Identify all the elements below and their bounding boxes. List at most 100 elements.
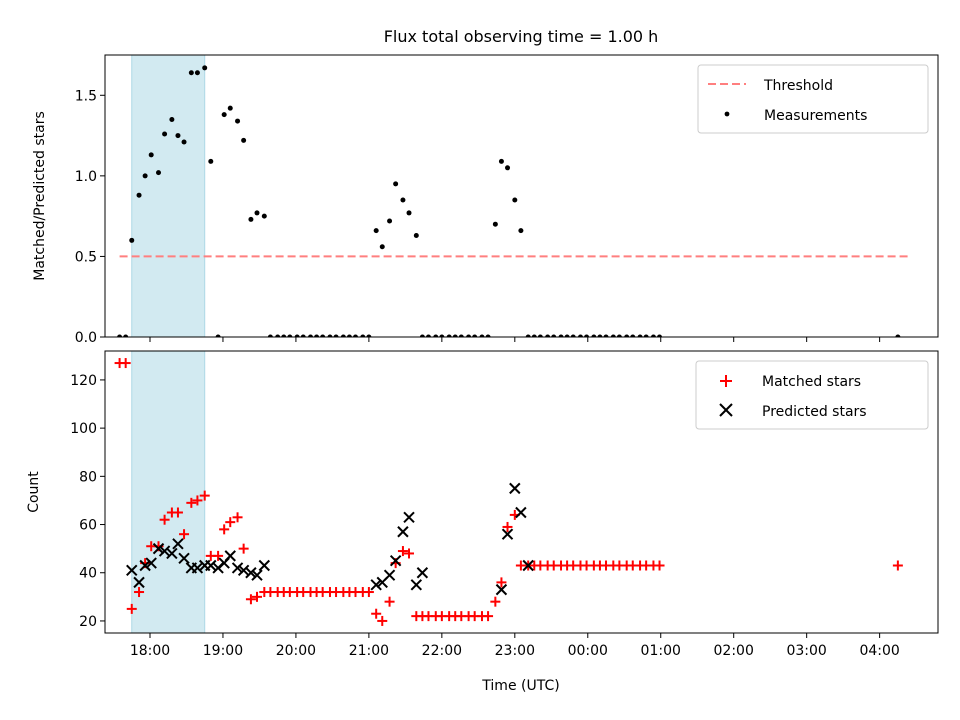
- legend-predicted-label: Predicted stars: [762, 404, 867, 420]
- measurement-point: [340, 334, 346, 337]
- predicted-stars-point: [145, 557, 157, 569]
- top-panel: [131, 54, 206, 338]
- measurement-point: [275, 334, 281, 337]
- bottom-plot-area: [114, 358, 903, 626]
- matched-stars-point: [245, 594, 256, 605]
- legend-measurements-label: Measurements: [764, 108, 867, 124]
- measurement-point: [610, 334, 616, 337]
- measurement-point: [393, 181, 399, 187]
- measurement-point: [657, 334, 663, 337]
- measurement-point: [433, 334, 439, 337]
- measurement-point: [267, 334, 273, 337]
- measurement-point: [650, 334, 656, 337]
- measurement-point: [564, 334, 570, 337]
- top-y-tick-label: 1.0: [75, 169, 97, 185]
- matched-stars-point: [134, 587, 145, 598]
- measurement-point: [439, 334, 445, 337]
- matched-stars-point: [490, 596, 501, 607]
- measurement-point: [458, 334, 464, 337]
- measurement-point: [446, 334, 452, 337]
- top-y-tick-label: 0.0: [75, 330, 97, 346]
- measurement-point: [156, 170, 162, 176]
- matched-stars-point: [186, 497, 197, 508]
- matched-stars-point: [120, 358, 131, 369]
- matched-stars-point: [892, 560, 903, 571]
- predicted-stars-point: [205, 559, 217, 572]
- measurement-point: [169, 116, 175, 122]
- measurement-point: [537, 334, 543, 337]
- matched-stars-point: [397, 546, 408, 557]
- measurement-point: [413, 232, 419, 238]
- predicted-stars-point: [231, 562, 244, 574]
- predicted-stars-point: [522, 559, 534, 572]
- measurement-point: [162, 131, 168, 137]
- x-tick-label: 18:00: [130, 643, 170, 659]
- bottom-y-tick-label: 100: [70, 421, 97, 437]
- matched-stars-point: [502, 521, 513, 532]
- measurement-point: [545, 334, 551, 337]
- x-tick-label: 03:00: [786, 643, 826, 659]
- x-axis-label: Time (UTC): [481, 678, 559, 694]
- predicted-stars-point: [258, 559, 271, 572]
- matched-stars-point: [252, 591, 263, 602]
- predicted-stars-point: [172, 538, 184, 550]
- chart-title: Flux total observing time = 1.00 h: [384, 27, 659, 46]
- measurement-point: [314, 334, 320, 337]
- measurement-point: [353, 334, 359, 337]
- measurement-point: [624, 334, 630, 337]
- predicted-stars-point: [178, 552, 190, 564]
- measurement-point: [551, 334, 557, 337]
- measurement-point: [366, 334, 372, 337]
- measurement-point: [452, 334, 458, 337]
- matched-stars-point: [371, 608, 382, 619]
- measurement-point: [148, 152, 154, 158]
- measurement-point: [287, 334, 293, 337]
- x-tick-label: 23:00: [495, 643, 535, 659]
- x-tick-label: 21:00: [349, 643, 389, 659]
- predicted-stars-point: [245, 567, 257, 579]
- top-legend-box: [697, 64, 929, 134]
- predicted-stars-point: [139, 559, 151, 572]
- measurement-point: [241, 137, 247, 143]
- measurement-point: [472, 334, 478, 337]
- predicted-stars-point: [224, 550, 236, 562]
- matched-stars-point: [159, 514, 170, 525]
- x-tick-label: 22:00: [422, 643, 462, 659]
- measurement-point: [466, 334, 472, 337]
- measurement-point: [630, 334, 636, 337]
- top-legend: Threshold Measurements: [697, 64, 929, 134]
- measurement-point: [406, 210, 412, 216]
- measurement-point: [215, 334, 221, 337]
- top-y-tick-label: 0.5: [75, 249, 97, 265]
- measurement-point: [320, 334, 326, 337]
- top-shaded-interval: [131, 54, 206, 338]
- measurement-point: [485, 334, 491, 337]
- measurement-point: [425, 334, 431, 337]
- predicted-stars-point: [397, 526, 409, 538]
- measurement-point: [181, 139, 187, 145]
- measurement-point: [492, 221, 498, 227]
- predicted-stars-point: [389, 554, 402, 567]
- measurement-point: [419, 334, 425, 337]
- bottom-legend: Matched stars Predicted stars: [695, 360, 929, 430]
- measurement-point: [505, 165, 511, 171]
- matched-stars-point: [238, 543, 249, 554]
- measurement-point: [603, 334, 609, 337]
- matched-stars-point: [377, 615, 388, 626]
- matched-stars-point: [384, 596, 395, 607]
- predicted-stars-point: [501, 528, 514, 540]
- measurement-point: [584, 334, 590, 337]
- predicted-stars-point: [410, 579, 423, 591]
- predicted-stars-point: [416, 567, 429, 579]
- measurement-point: [188, 70, 194, 76]
- measurement-point: [254, 210, 260, 216]
- x-tick-label: 02:00: [714, 643, 754, 659]
- measurement-point: [531, 334, 537, 337]
- predicted-stars-point: [509, 482, 521, 495]
- top-axes: 0.0 0.5 1.0 1.5: [75, 88, 881, 346]
- measurement-point: [129, 237, 135, 243]
- legend-predicted-swatch: [719, 403, 733, 417]
- predicted-stars-point: [158, 545, 171, 557]
- bottom-y-axis-label: Count: [26, 471, 42, 513]
